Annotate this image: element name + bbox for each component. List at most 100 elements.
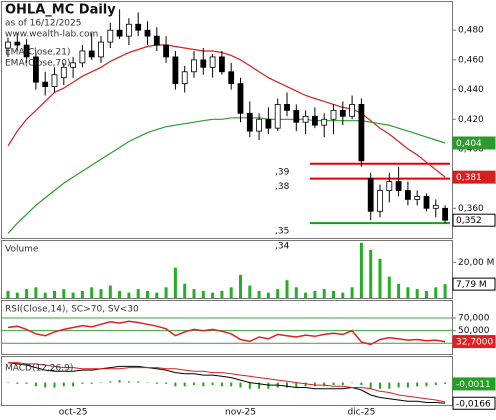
candle-body [237, 83, 244, 114]
candle-body [181, 71, 188, 85]
macd-hist-bar [286, 382, 288, 388]
macd-hist-bar [81, 382, 84, 384]
level-label: ,38 [275, 182, 290, 192]
candle-body [395, 181, 402, 191]
macd-hist-bar [183, 382, 186, 387]
volume-bar [378, 258, 382, 298]
candle-body [330, 109, 337, 120]
volume-bar [192, 289, 196, 298]
candle-body [293, 109, 300, 123]
volume-bar [229, 287, 233, 298]
volume-bar [415, 289, 419, 298]
macd-hist-bar [118, 380, 121, 383]
macd-hist-bar [351, 382, 354, 384]
macd-hist-bar [7, 382, 9, 384]
macd-hist-bar [53, 382, 56, 388]
value-badge-label: 0,381 [456, 173, 482, 183]
macd-hist-bar [434, 382, 437, 386]
volume-bar [127, 292, 131, 298]
macd-hist-bar [388, 382, 391, 389]
volume-bar [90, 287, 94, 298]
y-tick-label: 0,420 [458, 115, 484, 125]
y-tick-label: 0,480 [458, 26, 484, 36]
macd-line [8, 362, 446, 403]
candle-body [274, 104, 281, 129]
macd-hist-bar [304, 382, 307, 387]
candle-body [302, 115, 309, 123]
macd-hist-bar [295, 382, 298, 388]
candle-body [172, 56, 179, 85]
candle-body [144, 29, 151, 37]
candle-body [88, 50, 95, 58]
macd-hist-bar [72, 382, 75, 387]
candle-body [404, 190, 411, 200]
candle-body [98, 41, 104, 58]
candle-body [284, 104, 290, 111]
macd-hist-bar [444, 382, 447, 384]
candle-body [358, 104, 365, 162]
candle-body [135, 23, 142, 31]
candle-body [79, 50, 86, 64]
candle-body [339, 109, 346, 117]
rsi-line [7, 320, 446, 346]
volume-bar [266, 292, 270, 298]
volume-bar [43, 292, 47, 298]
candle-body [5, 41, 11, 49]
volume-bar [443, 284, 447, 298]
volume-bar [164, 287, 168, 298]
volume-bar [276, 289, 280, 298]
volume-bar [62, 289, 66, 298]
candle-body [256, 118, 263, 132]
volume-bar [34, 287, 38, 298]
volume-bar [80, 290, 84, 298]
candle-body [126, 23, 132, 37]
volume-bar [136, 289, 140, 298]
macd-hist-bar [397, 382, 400, 388]
volume-bar [387, 276, 391, 298]
volume-bar [369, 249, 373, 298]
macd-line [7, 362, 446, 404]
macd-hist-bar [220, 382, 223, 387]
volume-bar [397, 283, 401, 298]
x-tick-label: nov-25 [225, 408, 256, 418]
candle-body [265, 118, 272, 129]
macd-hist-bar [406, 382, 409, 388]
level-label: ,35 [275, 227, 289, 237]
macd-hist-bar [258, 382, 261, 389]
candle-body [218, 56, 225, 73]
rsi-panel [1, 300, 453, 355]
x-tick-label: dic-25 [347, 408, 375, 418]
candle-body [209, 56, 216, 68]
volume-bar [99, 289, 103, 298]
level-label: ,34 [275, 242, 290, 252]
macd-hist-bar [155, 382, 158, 384]
candle-body [432, 204, 439, 209]
volume-bar [6, 290, 10, 298]
volume-bar [248, 285, 252, 298]
candle-body [228, 71, 235, 85]
candle-body [200, 59, 207, 68]
value-badge [452, 170, 496, 184]
macd-hist-bar [109, 381, 112, 383]
macd-hist-bar [379, 382, 381, 389]
volume-bar [294, 287, 298, 298]
price-panel [1, 1, 453, 239]
volume-bar [341, 292, 345, 298]
source: www.wealth-lab.com [5, 30, 98, 40]
x-tick-label: oct-25 [59, 408, 88, 418]
candle-body [414, 196, 421, 200]
volume-bar [15, 292, 19, 298]
y-tick-label: 0,360 [458, 204, 484, 214]
macd-hist-bar [100, 382, 102, 384]
candle-body [70, 62, 76, 68]
value-badge [452, 335, 496, 349]
candle-body [191, 59, 197, 73]
value-badge [452, 277, 496, 291]
y-tick-label: 0,460 [458, 55, 484, 65]
volume-bar [322, 289, 326, 298]
candle-body [107, 29, 114, 43]
candle-body [116, 29, 123, 37]
y-tick-label: 0,440 [458, 85, 484, 95]
value-badge [452, 136, 496, 150]
